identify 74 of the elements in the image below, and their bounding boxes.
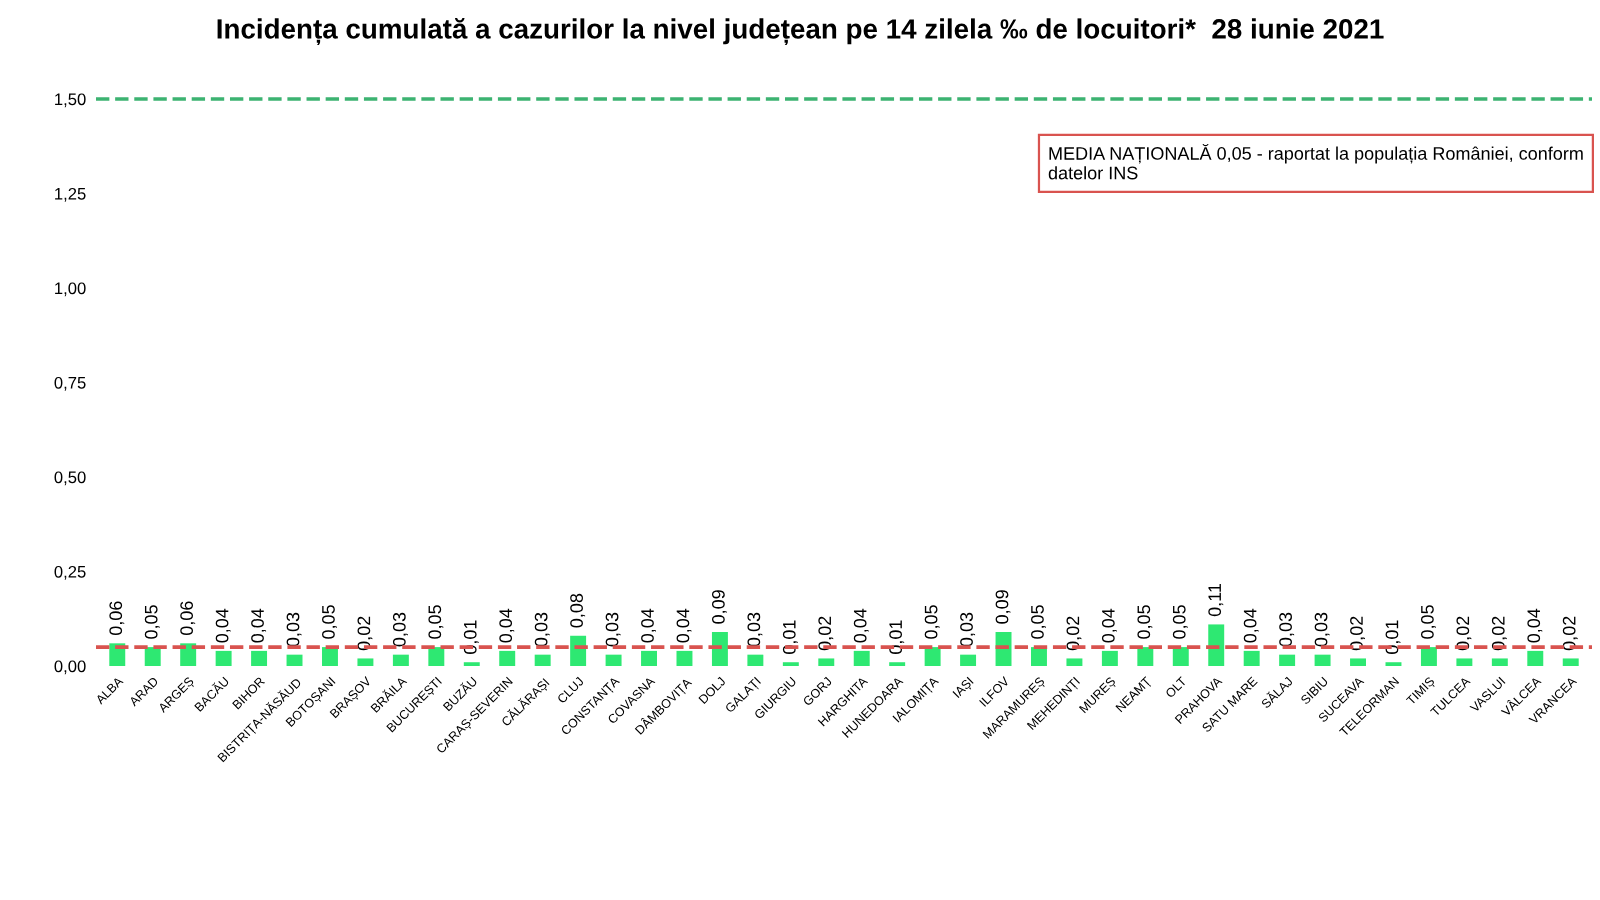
bar	[534, 654, 551, 666]
bar	[747, 654, 764, 666]
bar	[1031, 647, 1047, 666]
data-label: 0,05	[1137, 605, 1153, 639]
y-tick-label: 1,25	[55, 187, 86, 202]
bar	[1101, 650, 1118, 666]
data-label: 0,04	[1243, 608, 1259, 643]
data-label: 0,03	[392, 612, 408, 647]
data-label: 0,09	[711, 590, 727, 624]
bar	[960, 654, 977, 666]
bar	[499, 650, 516, 666]
y-tick-label: 0,00	[54, 660, 86, 675]
data-label: 0,04	[499, 608, 515, 643]
bar	[286, 654, 303, 666]
data-label: 0,05	[144, 605, 160, 639]
bar	[641, 650, 657, 666]
bar	[1456, 658, 1473, 666]
bar	[1491, 658, 1508, 666]
data-label: 0,11	[1208, 583, 1224, 617]
data-label: 0,04	[1101, 608, 1117, 643]
data-label: 0,05	[1172, 605, 1188, 639]
chart-title: Incidența cumulată a cazurilor la nivel județean pe 14 zilela ‰ de locuitori* 28 iunie 2021	[217, 18, 1384, 45]
data-label: 0,03	[1314, 612, 1330, 647]
bar	[1420, 647, 1437, 666]
y-tick-label: 0,25	[54, 565, 86, 580]
bar	[1350, 658, 1366, 666]
bar	[853, 650, 870, 666]
bar	[1137, 647, 1154, 666]
bar	[676, 650, 693, 666]
data-label: 0,03	[960, 612, 976, 647]
data-label: 0,03	[1279, 612, 1295, 647]
bar	[428, 647, 445, 666]
bar	[1066, 658, 1083, 666]
bar	[711, 631, 728, 666]
bar	[251, 650, 268, 666]
data-label: 0,06	[109, 601, 125, 636]
bar	[322, 647, 338, 666]
bar	[357, 658, 374, 666]
bar	[144, 647, 161, 666]
y-tick-label: 0,50	[54, 471, 86, 486]
data-label: 0,04	[676, 608, 692, 643]
data-label: 0,04	[1527, 608, 1543, 643]
data-label: 0,04	[215, 608, 231, 643]
bar	[605, 654, 622, 666]
data-label: 0,04	[641, 608, 656, 643]
data-label: 0,08	[570, 593, 586, 628]
bar	[215, 650, 232, 666]
data-label: 0,05	[924, 605, 940, 639]
bar	[818, 658, 835, 666]
data-label: 0,03	[747, 612, 763, 647]
data-label: 0,03	[534, 612, 550, 647]
bar	[1208, 624, 1225, 666]
bar	[392, 654, 409, 666]
bar	[1172, 647, 1189, 666]
y-tick-label: 1,50	[55, 93, 86, 108]
bar	[1562, 658, 1579, 666]
data-label: 0,05	[1031, 605, 1046, 639]
data-label: 0,05	[322, 605, 337, 639]
bar	[924, 647, 941, 666]
data-label: 0,04	[853, 608, 869, 643]
data-label: 0,03	[286, 612, 302, 647]
data-label: 0,09	[995, 590, 1011, 624]
data-label: 0,03	[605, 612, 621, 647]
bar	[1314, 654, 1331, 666]
data-label: 0,05	[428, 605, 444, 639]
data-label: 0,05	[1420, 605, 1436, 639]
y-tick-label: 0,75	[54, 376, 86, 391]
bar	[1279, 654, 1296, 666]
annotation: MEDIA NAȚIONALĂ 0,05 - raportat la populația României, conform datelor INS	[1048, 144, 1583, 180]
data-label: 0,06	[180, 601, 196, 636]
data-label: 0,04	[251, 608, 267, 643]
bar	[1527, 650, 1544, 666]
y-tick-label: 1,00	[55, 282, 86, 297]
bar	[1243, 650, 1260, 666]
